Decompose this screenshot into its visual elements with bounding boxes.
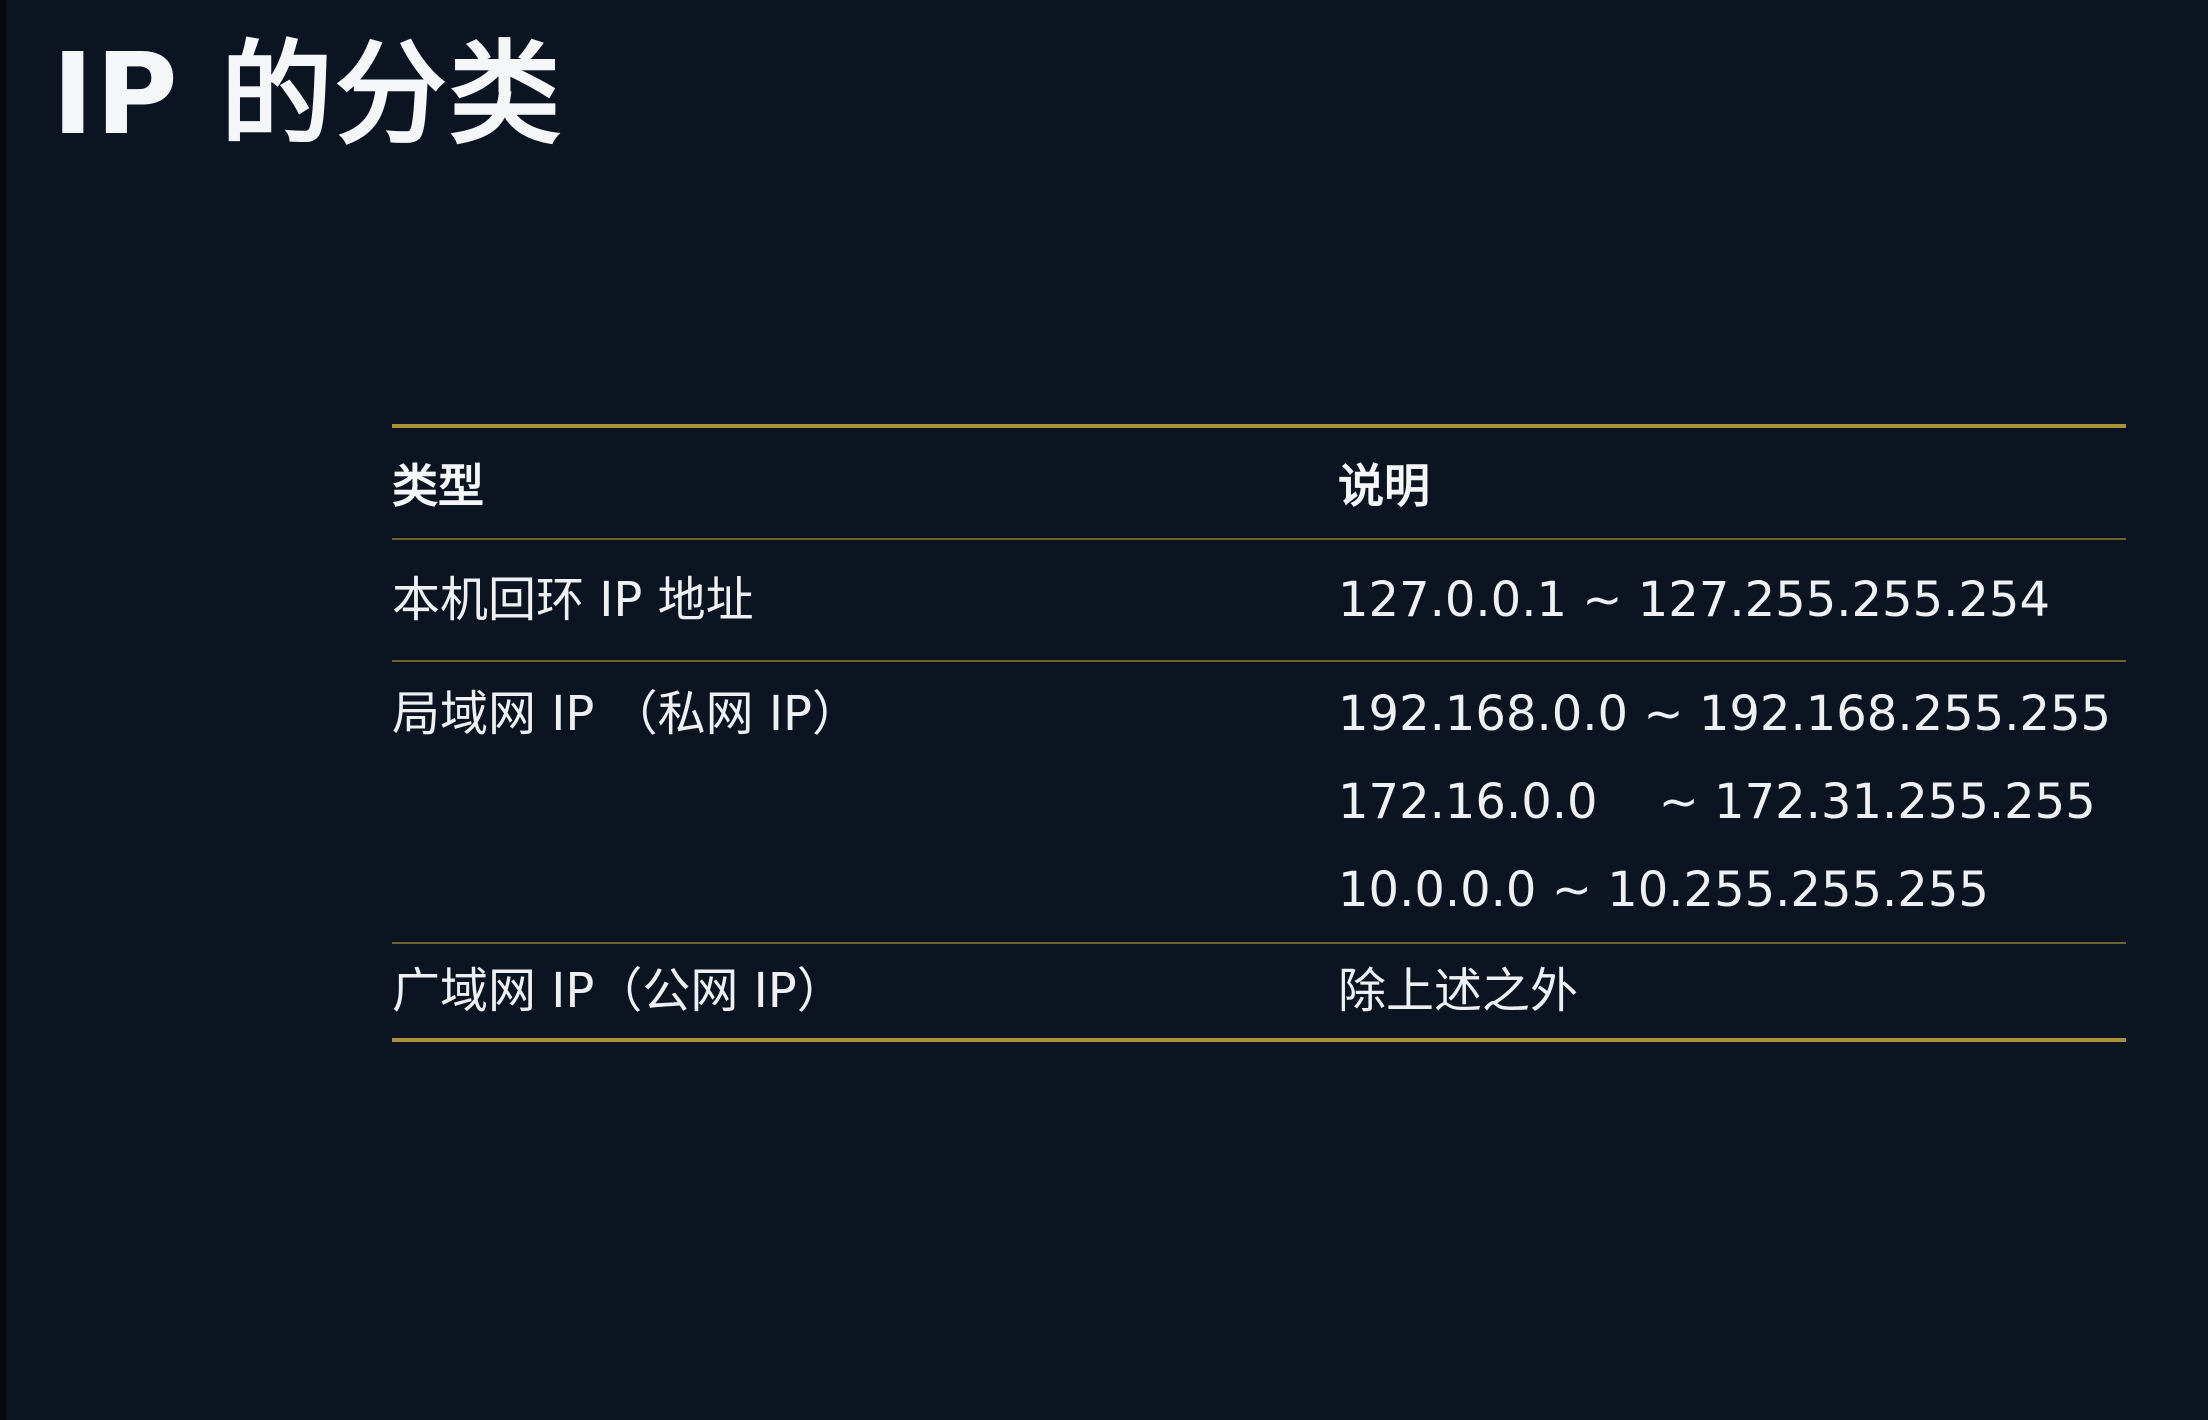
header-description: 说明 bbox=[1338, 459, 1430, 513]
range-lan-172: 172.16.0.0 ~ 172.31.255.255 bbox=[1338, 774, 2096, 830]
table-row: 局域网 IP （私网 IP） 192.168.0.0 ~ 192.168.255… bbox=[392, 662, 2126, 944]
left-edge-bar bbox=[0, 0, 6, 1420]
range-lan-10: 10.0.0.0 ~ 10.255.255.255 bbox=[1338, 862, 1989, 918]
row-ranges-lan: 192.168.0.0 ~ 192.168.255.255 172.16.0.0… bbox=[1338, 670, 2126, 934]
page-title: IP 的分类 bbox=[52, 30, 563, 160]
row-type-loopback: 本机回环 IP 地址 bbox=[392, 572, 754, 628]
ip-classification-table: 类型 说明 本机回环 IP 地址 127.0.0.1 ~ 127.255.255… bbox=[392, 424, 2126, 1042]
row-type-wan: 广域网 IP（公网 IP） bbox=[392, 963, 845, 1019]
range-lan-192: 192.168.0.0 ~ 192.168.255.255 bbox=[1338, 686, 2112, 742]
header-type: 类型 bbox=[392, 459, 484, 513]
row-range-loopback: 127.0.0.1 ~ 127.255.255.254 bbox=[1338, 572, 2050, 628]
table-row: 本机回环 IP 地址 127.0.0.1 ~ 127.255.255.254 bbox=[392, 540, 2126, 662]
table-header-row: 类型 说明 bbox=[392, 428, 2126, 540]
row-range-wan: 除上述之外 bbox=[1338, 963, 1579, 1019]
row-type-lan: 局域网 IP （私网 IP） bbox=[392, 686, 860, 742]
table-row: 广域网 IP（公网 IP） 除上述之外 bbox=[392, 944, 2126, 1038]
